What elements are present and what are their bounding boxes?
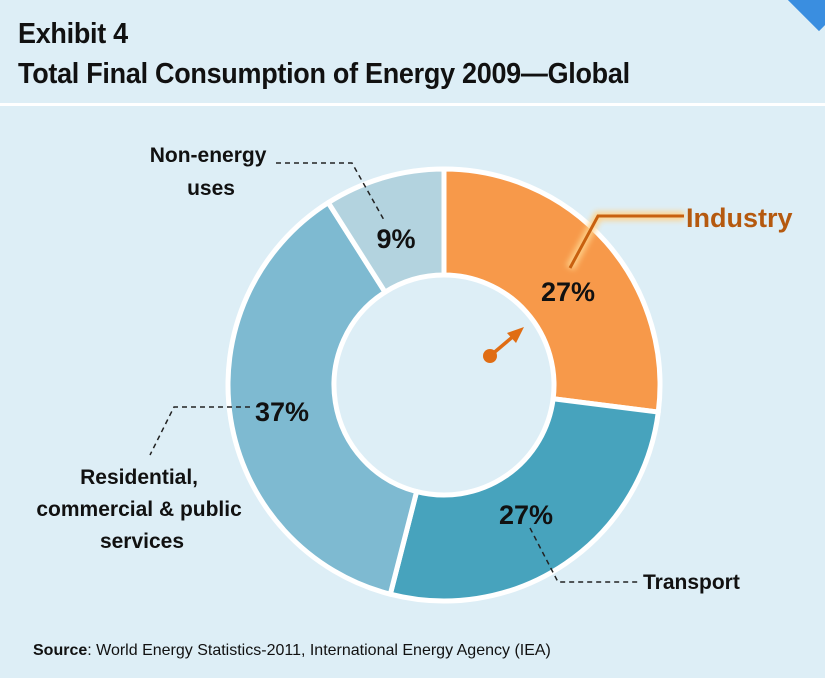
slice-label-residential-line2: commercial & public bbox=[36, 498, 242, 521]
slice-non-energy bbox=[325, 166, 447, 295]
slice-value-non-energy: 9% bbox=[376, 224, 415, 254]
donut-slices bbox=[225, 166, 663, 604]
non-energy-leader bbox=[276, 162, 385, 221]
title-divider bbox=[0, 103, 825, 106]
slice-label-non-energy-line2: uses bbox=[187, 177, 235, 200]
slice-label-non-energy: Non-energy uses bbox=[150, 144, 273, 200]
source-note: Source: World Energy Statistics-2011, In… bbox=[33, 642, 551, 660]
center-arrow-icon bbox=[483, 327, 524, 363]
transport-leader bbox=[529, 527, 640, 583]
slice-residential bbox=[225, 200, 420, 597]
slice-label-residential-line3: services bbox=[100, 530, 184, 553]
residential-leader bbox=[149, 406, 250, 456]
industry-leader bbox=[566, 211, 684, 271]
slice-label-residential-line1: Residential, bbox=[80, 466, 198, 489]
slice-value-transport: 27% bbox=[499, 500, 553, 530]
slice-value-industry: 27% bbox=[541, 277, 595, 307]
slice-transport bbox=[387, 396, 661, 604]
slice-value-residential: 37% bbox=[255, 397, 309, 427]
slice-label-residential: Residential, commercial & public service… bbox=[36, 466, 247, 553]
slice-label-non-energy-line1: Non-energy bbox=[150, 144, 267, 167]
chart-title: Total Final Consumption of Energy 2009—G… bbox=[18, 58, 630, 90]
source-text: : World Energy Statistics-2011, Internat… bbox=[87, 642, 551, 659]
exhibit-label: Exhibit 4 bbox=[18, 18, 128, 50]
title-block: Exhibit 4 Total Final Consumption of Ene… bbox=[18, 14, 630, 94]
source-label: Source bbox=[33, 642, 88, 659]
slice-label-industry: Industry bbox=[686, 203, 793, 233]
slice-industry bbox=[441, 166, 663, 415]
slice-label-transport: Transport bbox=[643, 571, 740, 594]
